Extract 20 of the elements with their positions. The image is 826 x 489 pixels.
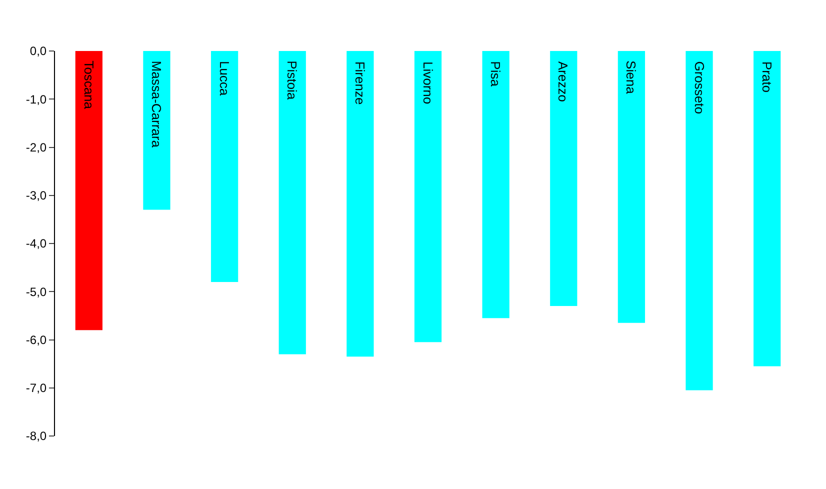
y-tick-label: -5,0 — [26, 284, 47, 299]
x-tick-label: Siena — [623, 60, 638, 95]
x-tick-label: Grosseto — [692, 61, 707, 114]
x-tick-label: Arezzo — [556, 61, 571, 102]
x-tick-label: Firenze — [352, 61, 368, 105]
y-tick-label: -3,0 — [26, 188, 47, 203]
x-tick-label: Pistoia — [284, 60, 300, 100]
y-tick-label: -8,0 — [26, 429, 47, 444]
x-tick-label: Prato — [760, 61, 775, 92]
y-tick-label: -1,0 — [26, 92, 47, 106]
x-tick-label: Livorno — [420, 62, 436, 104]
x-tick-label: Massa-Carrara — [149, 60, 164, 148]
y-tick-label: 0,0 — [30, 44, 47, 58]
y-tick-label: -2,0 — [26, 140, 47, 154]
y-tick-label: -7,0 — [26, 381, 47, 396]
y-tick-label: -6,0 — [26, 332, 47, 347]
x-tick-label: Lucca — [217, 60, 232, 96]
y-tick-label: -4,0 — [26, 236, 47, 251]
x-tick-label: Pisa — [488, 61, 503, 88]
x-tick-label: Toscana — [81, 60, 96, 110]
